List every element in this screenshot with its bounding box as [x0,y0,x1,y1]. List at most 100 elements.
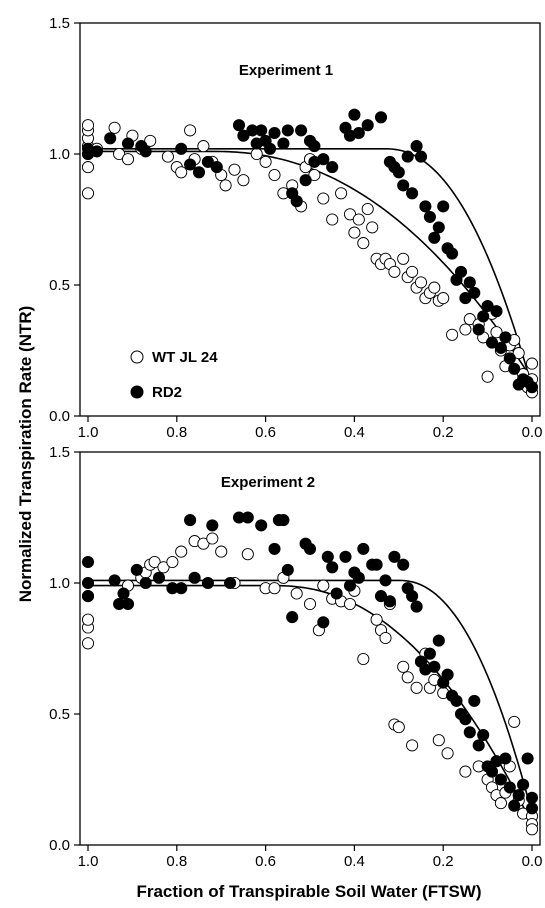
point-rd2 [477,310,490,323]
point-rd2 [175,142,188,155]
fit-curve [88,579,533,814]
point-rd2 [352,571,365,584]
point-rd2 [446,247,459,260]
point-wt [81,161,95,174]
point-wt [490,326,503,339]
point-wt [81,637,95,650]
point-rd2 [432,634,445,647]
point-rd2 [401,150,414,163]
point-wt [370,613,383,626]
point-rd2 [397,179,410,192]
point-rd2 [459,292,472,305]
point-rd2 [374,111,388,124]
point-rd2 [281,563,294,576]
point-rd2 [295,124,308,137]
point-wt [335,187,348,200]
point-rd2 [330,587,343,600]
point-wt [379,631,392,645]
point-wt [494,797,507,810]
y-tick-label: 0.5 [49,277,70,294]
point-wt [113,147,126,161]
point-wt [397,660,410,673]
point-wt [512,347,525,360]
point-rd2 [303,542,317,555]
point-rd2 [525,802,539,815]
point-rd2 [232,119,246,132]
point-wt [352,213,365,226]
x-tick-label: 0.6 [255,853,276,870]
data-points [81,108,539,399]
point-rd2 [121,597,135,611]
point-rd2 [370,558,383,571]
y-tick-label: 1.5 [49,444,70,461]
point-rd2 [388,550,401,563]
point-rd2 [485,336,499,349]
x-tick-label: 0.4 [344,853,365,870]
point-rd2 [139,576,152,590]
point-wt [432,734,445,747]
point-wt [397,252,410,265]
point-rd2 [494,773,507,786]
x-tick-label: 0.0 [522,424,543,441]
point-wt [317,579,330,592]
point-rd2 [326,161,339,174]
point-rd2 [423,210,436,223]
legend: WT JL 24 RD2 [130,349,218,401]
point-rd2 [299,174,312,187]
point-rd2 [175,582,188,595]
point-rd2 [392,166,405,179]
point-rd2 [108,574,121,587]
point-wt [459,323,472,336]
point-rd2 [201,155,214,168]
point-rd2 [290,195,303,208]
y-tick-label: 1.0 [49,575,70,592]
point-rd2 [374,590,388,603]
point-wt [259,155,272,168]
point-wt [343,208,357,221]
point-rd2 [499,331,512,344]
plot-area-frame [79,451,541,846]
panel-experiment-1: Experiment 1 0.0 0.5 1.0 1.5 1.0 0.8 0.6 0.4 0.2… [49,15,542,441]
point-rd2 [472,739,485,752]
point-wt [414,276,428,289]
point-rd2 [192,166,206,179]
point-rd2 [432,221,445,234]
point-wt [237,174,250,187]
legend-marker-wt [130,350,144,364]
point-rd2 [268,126,281,140]
point-rd2 [503,352,516,365]
point-wt [184,124,197,137]
point-wt [343,597,357,611]
x-tick-label: 0.8 [166,853,187,870]
point-wt [481,370,494,383]
axes: 0.0 0.5 1.0 1.5 1.0 0.8 0.6 0.4 0.2 0.0 [49,15,542,441]
point-rd2 [81,590,95,603]
point-wt [357,652,370,666]
point-rd2 [383,595,396,608]
point-wt [250,147,263,161]
point-wt [459,765,472,778]
point-rd2 [503,781,516,794]
point-rd2 [255,519,268,532]
point-wt [161,150,174,163]
point-rd2 [490,305,503,318]
point-wt [401,671,414,684]
x-tick-label: 0.6 [255,424,276,441]
point-rd2 [472,323,485,336]
point-wt [361,202,374,216]
point-wt [157,561,170,574]
point-rd2 [508,799,521,812]
point-rd2 [481,299,494,313]
point-rd2 [450,694,463,707]
panel-experiment-2: Experiment 2 0.0 0.5 1.0 1.5 1.0 0.8 0.6 0.4 0.2… [49,444,542,870]
point-rd2 [463,276,476,289]
point-rd2 [104,132,117,145]
point-rd2 [437,200,450,213]
x-axis-title: Fraction of Transpirable Soil Water (FTS… [136,882,481,901]
fit-curve [88,584,533,825]
point-rd2 [459,713,472,726]
point-rd2 [121,137,135,150]
point-rd2 [361,119,374,132]
point-rd2 [152,571,166,584]
point-rd2 [210,161,223,174]
